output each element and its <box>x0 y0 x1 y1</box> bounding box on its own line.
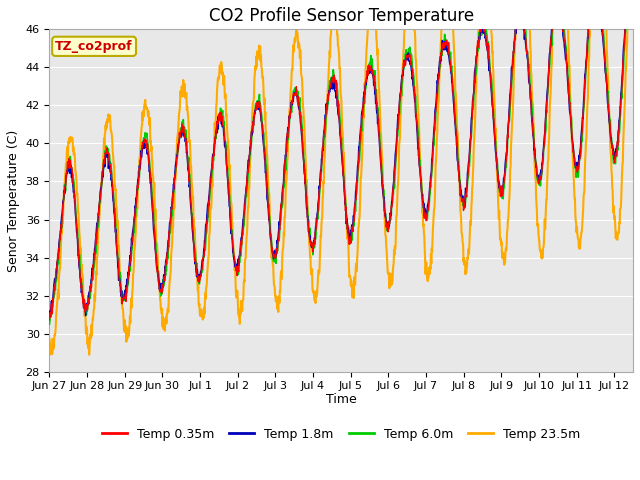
X-axis label: Time: Time <box>326 393 356 406</box>
Legend: Temp 0.35m, Temp 1.8m, Temp 6.0m, Temp 23.5m: Temp 0.35m, Temp 1.8m, Temp 6.0m, Temp 2… <box>97 422 586 445</box>
Text: TZ_co2prof: TZ_co2prof <box>55 40 133 53</box>
Title: CO2 Profile Sensor Temperature: CO2 Profile Sensor Temperature <box>209 7 474 25</box>
Y-axis label: Senor Temperature (C): Senor Temperature (C) <box>7 130 20 272</box>
